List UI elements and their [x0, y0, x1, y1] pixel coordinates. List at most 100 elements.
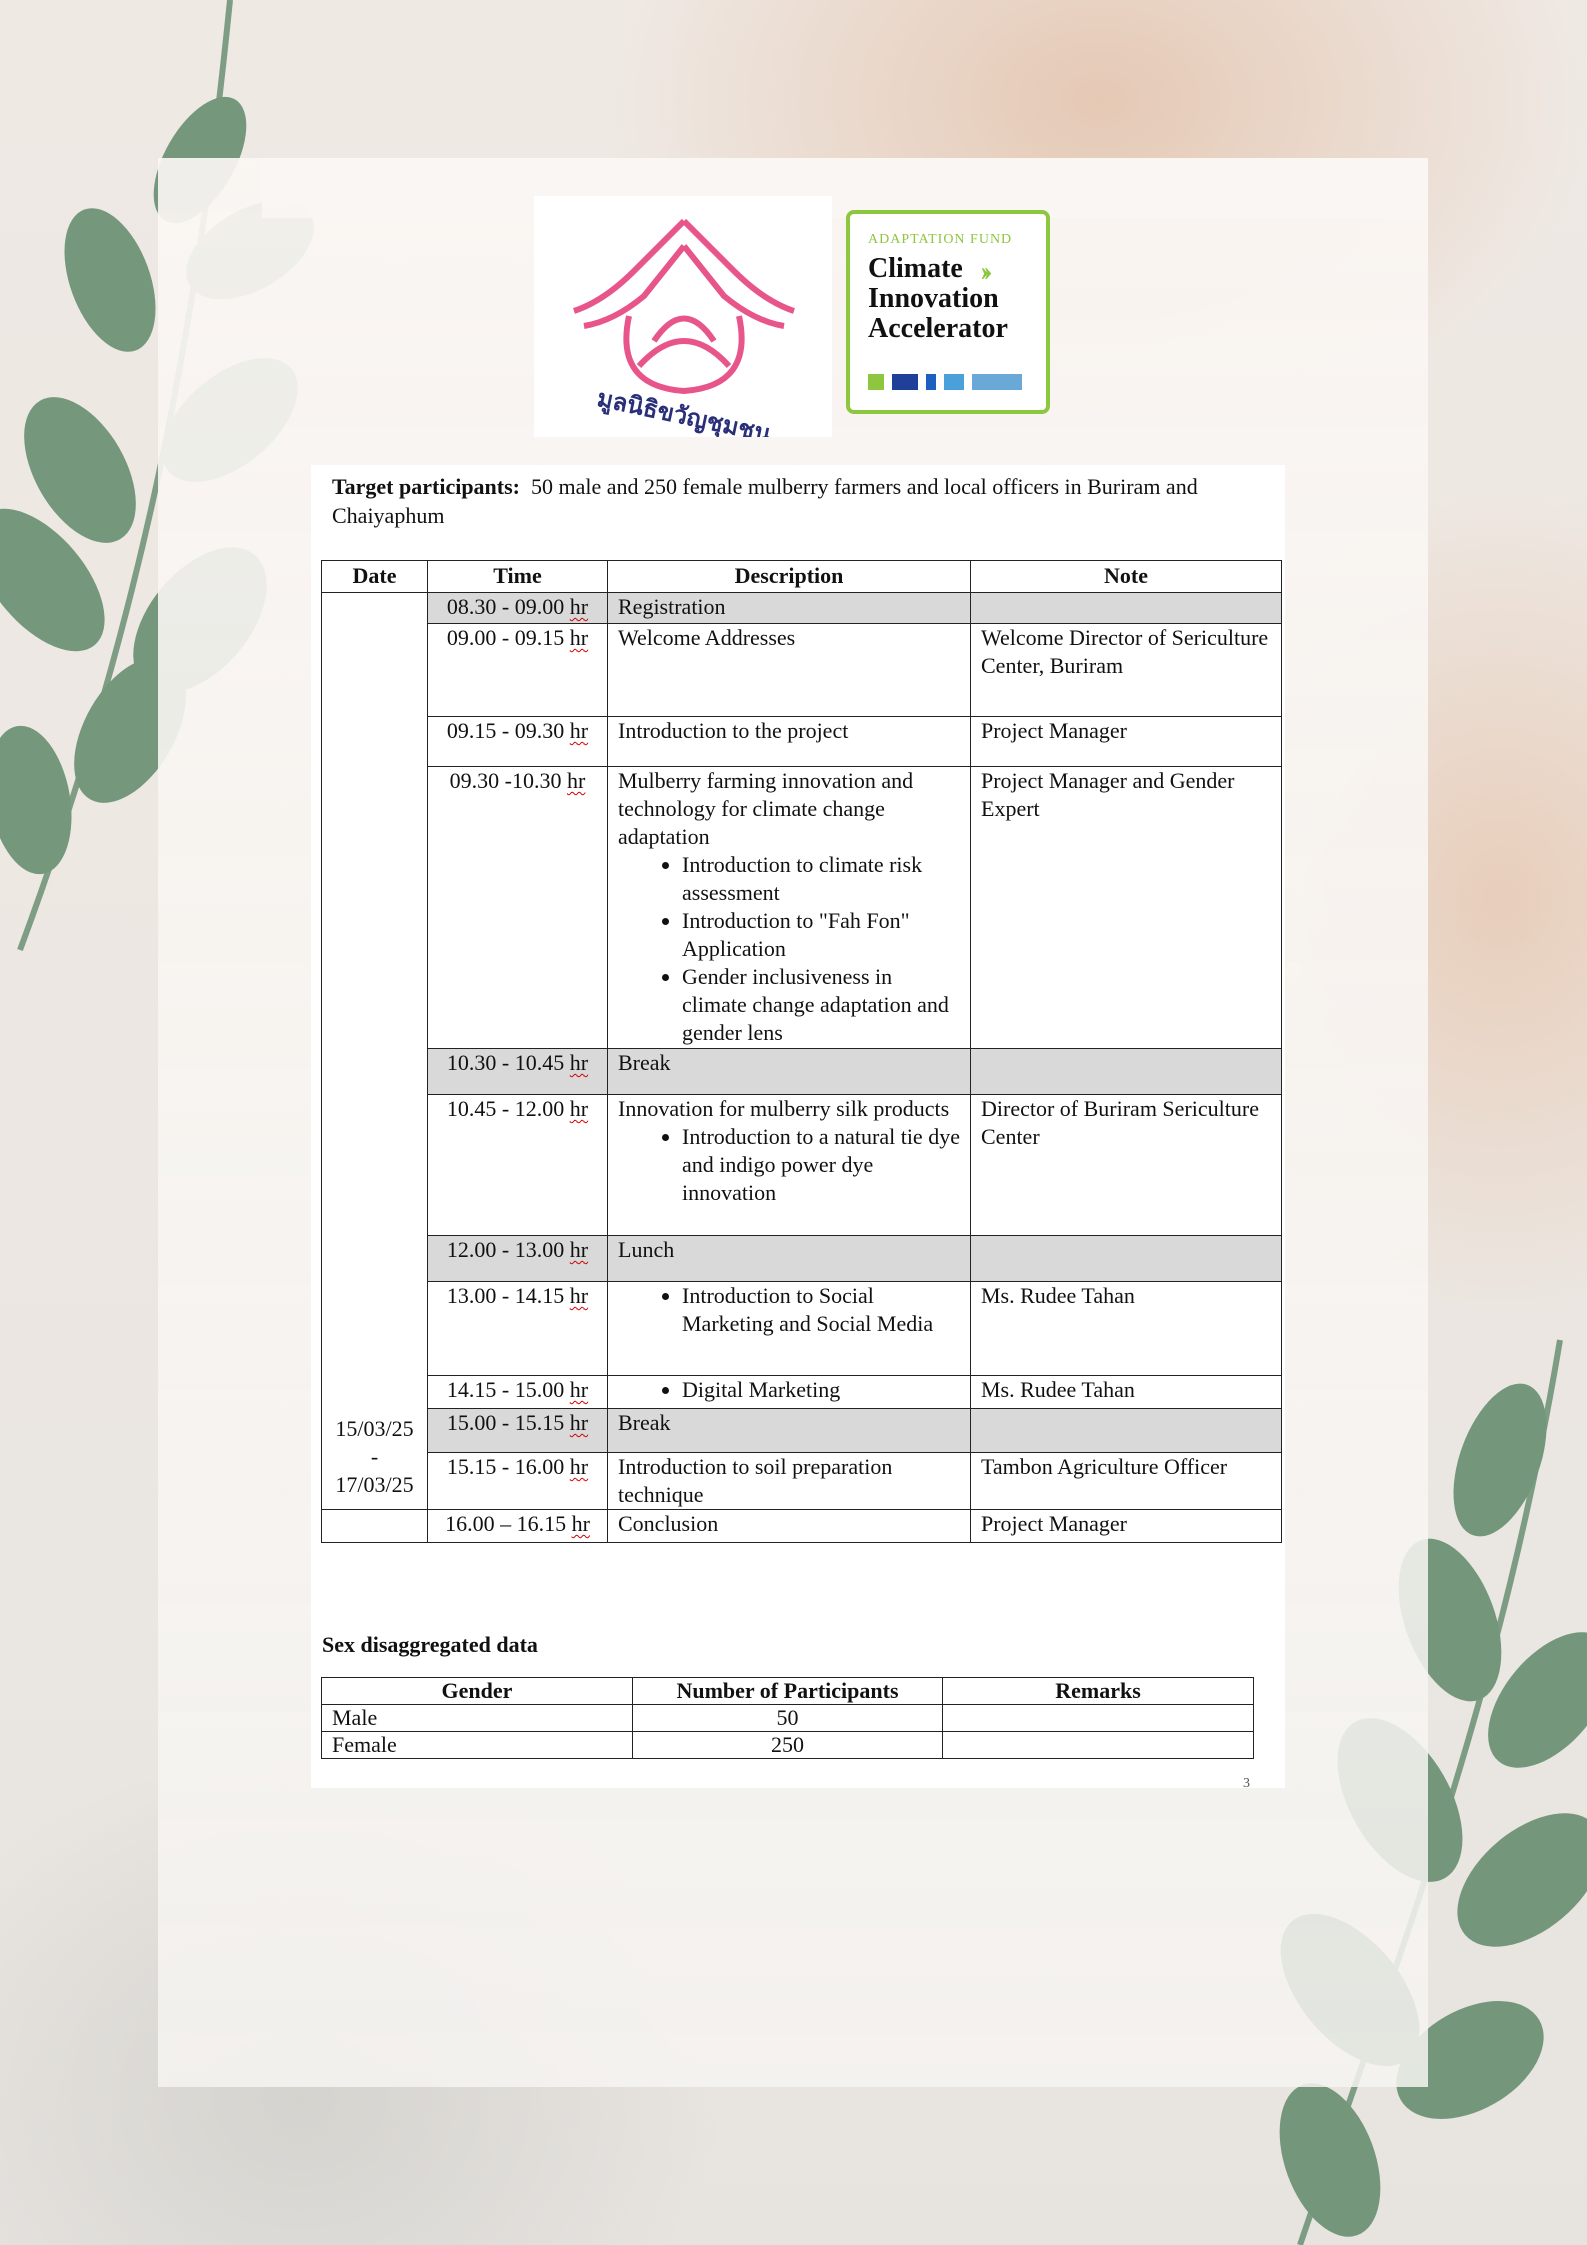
table-row: 09.00 - 09.15 hr Welcome Addresses Welcome…: [322, 623, 1282, 717]
page-top: [262, 158, 1428, 218]
target-text: 50 male and 250 female mulberry farmers …: [332, 474, 1198, 528]
bullet-item: Introduction to climate risk assessment: [682, 851, 960, 907]
time-range: 10.30 - 10.45: [446, 1050, 565, 1075]
description-text: Conclusion: [618, 1511, 719, 1536]
description-text: Mulberry farming innovation and technolo…: [618, 768, 914, 849]
note-cell: [970, 592, 1282, 624]
time-cell: 12.00 - 13.00 hr: [427, 1235, 608, 1282]
bullet-item: Introduction to a natural tie dye and in…: [682, 1123, 960, 1207]
remarks-cell: [942, 1704, 1254, 1732]
description-cell: Break: [607, 1048, 971, 1095]
sex-data-title: Sex disaggregated data: [322, 1632, 538, 1657]
description-cell: Lunch: [607, 1235, 971, 1282]
date-start: 15/03/25: [335, 1416, 414, 1441]
target-participants: Target participants: 50 male and 250 fem…: [332, 472, 1262, 530]
table-row: 16.00 – 16.15 hr Conclusion Project Manage…: [321, 1509, 1282, 1543]
time-unit: hr: [569, 1377, 589, 1402]
time-range: 09.15 - 09.30: [446, 718, 565, 743]
note-cell: Welcome Director of Sericulture Center, …: [970, 623, 1282, 717]
description-cell: Registration: [607, 592, 971, 624]
time-range: 09.30 -10.30: [449, 768, 562, 793]
date-cell: [321, 1509, 428, 1543]
target-label: Target participants:: [332, 474, 521, 499]
table-row: 09.15 - 09.30 hr Introduction to the proj…: [322, 716, 1282, 767]
time-range: 13.00 - 14.15: [446, 1283, 565, 1308]
time-range: 14.15 - 15.00: [446, 1377, 565, 1402]
header-participants: Number of Participants: [632, 1677, 943, 1705]
time-unit: hr: [569, 1410, 589, 1435]
description-text: Lunch: [618, 1237, 675, 1262]
table-row: Male 50: [321, 1704, 1254, 1732]
bullet-list: Introduction to climate risk assessmentI…: [618, 851, 960, 1047]
description-cell: Mulberry farming innovation and technolo…: [607, 766, 971, 1049]
time-range: 10.45 - 12.00: [446, 1096, 565, 1121]
description-cell: Innovation for mulberry silk productsInt…: [607, 1094, 971, 1236]
description-cell: Introduction to soil preparation techniq…: [607, 1452, 971, 1510]
time-range: 16.00 – 16.15: [445, 1511, 567, 1536]
sex-data-table: Gender Number of Participants Remarks Ma…: [321, 1677, 1254, 1759]
time-cell: 15.00 - 15.15 hr: [427, 1408, 608, 1453]
description-text: Break: [618, 1410, 671, 1435]
header-description: Description: [607, 560, 971, 593]
bullet-item: Gender inclusiveness in climate change a…: [682, 963, 960, 1047]
note-cell: Project Manager: [970, 1509, 1282, 1543]
description-text: Introduction to soil preparation techniq…: [618, 1454, 893, 1507]
bullet-item: Digital Marketing: [682, 1376, 960, 1404]
logo-line: Accelerator: [868, 313, 1008, 344]
time-range: 15.00 - 15.15: [446, 1410, 565, 1435]
table-row: Female 250: [321, 1731, 1254, 1759]
description-cell: Digital Marketing: [607, 1375, 971, 1409]
time-cell: 13.00 - 14.15 hr: [427, 1281, 608, 1376]
gender-cell: Male: [321, 1704, 633, 1732]
time-unit: hr: [569, 625, 589, 650]
time-unit: hr: [569, 1237, 589, 1262]
table-row: 09.30 -10.30 hr Mulberry farming innovati…: [322, 766, 1282, 1049]
note-cell: [970, 1408, 1282, 1453]
table-row: 10.45 - 12.00 hr Innovation for mulberry …: [322, 1094, 1282, 1236]
table-row: 13.00 - 14.15 hr Introduction to Social M…: [322, 1281, 1282, 1376]
count-cell: 50: [632, 1704, 943, 1732]
time-cell: 10.30 - 10.45 hr: [427, 1048, 608, 1095]
description-cell: Introduction to Social Marketing and Soc…: [607, 1281, 971, 1376]
partner-logos: [868, 374, 1033, 392]
header-gender: Gender: [321, 1677, 633, 1705]
description-text: Break: [618, 1050, 671, 1075]
time-unit: hr: [571, 1511, 590, 1536]
note-cell: Director of Buriram Sericulture Center: [970, 1094, 1282, 1236]
note-cell: [970, 1235, 1282, 1282]
bullet-item: Introduction to "Fah Fon" Application: [682, 907, 960, 963]
gender-cell: Female: [321, 1731, 633, 1759]
page-number: 3: [1243, 1776, 1250, 1791]
climate-innovation-accelerator-logo: ADAPTATION FUND Climate ›› Innovation Ac…: [846, 210, 1050, 414]
remarks-cell: [942, 1731, 1254, 1759]
date-sep: -: [370, 1444, 379, 1469]
description-text: Registration: [618, 594, 726, 619]
bullet-list: Digital Marketing: [618, 1376, 960, 1404]
description-cell: Break: [607, 1408, 971, 1453]
bullet-list: Introduction to a natural tie dye and in…: [618, 1123, 960, 1207]
time-unit: hr: [567, 768, 586, 793]
bullet-item: Introduction to Social Marketing and Soc…: [682, 1282, 960, 1338]
description-cell: Introduction to the project: [607, 716, 971, 767]
time-cell: 09.30 -10.30 hr: [427, 766, 608, 1049]
time-unit: hr: [569, 1096, 589, 1121]
logo-line: Innovation: [868, 283, 999, 314]
header-time: Time: [427, 560, 608, 593]
note-cell: Ms. Rudee Tahan: [970, 1281, 1282, 1376]
time-cell: 09.00 - 09.15 hr: [427, 623, 608, 717]
header-remarks: Remarks: [942, 1677, 1254, 1705]
description-cell: Conclusion: [607, 1509, 971, 1543]
header-note: Note: [970, 560, 1282, 593]
time-cell: 10.45 - 12.00 hr: [427, 1094, 608, 1236]
description-text: Introduction to the project: [618, 718, 849, 743]
time-range: 09.00 - 09.15: [446, 625, 565, 650]
foundation-logo: มูลนิธิขวัญชุมชน: [534, 196, 832, 450]
schedule-table: Date Time Description Note 15/03/25 - 17/0…: [321, 560, 1282, 1543]
time-cell: 16.00 – 16.15 hr: [427, 1509, 608, 1543]
description-cell: Welcome Addresses: [607, 623, 971, 717]
table-row: 12.00 - 13.00 hr Lunch: [322, 1235, 1282, 1282]
time-range: 12.00 - 13.00: [446, 1237, 565, 1262]
note-cell: [970, 1048, 1282, 1095]
time-range: 15.15 - 16.00: [446, 1454, 565, 1479]
table-row: 15.15 - 16.00 hr Introduction to soil pre…: [322, 1452, 1282, 1510]
